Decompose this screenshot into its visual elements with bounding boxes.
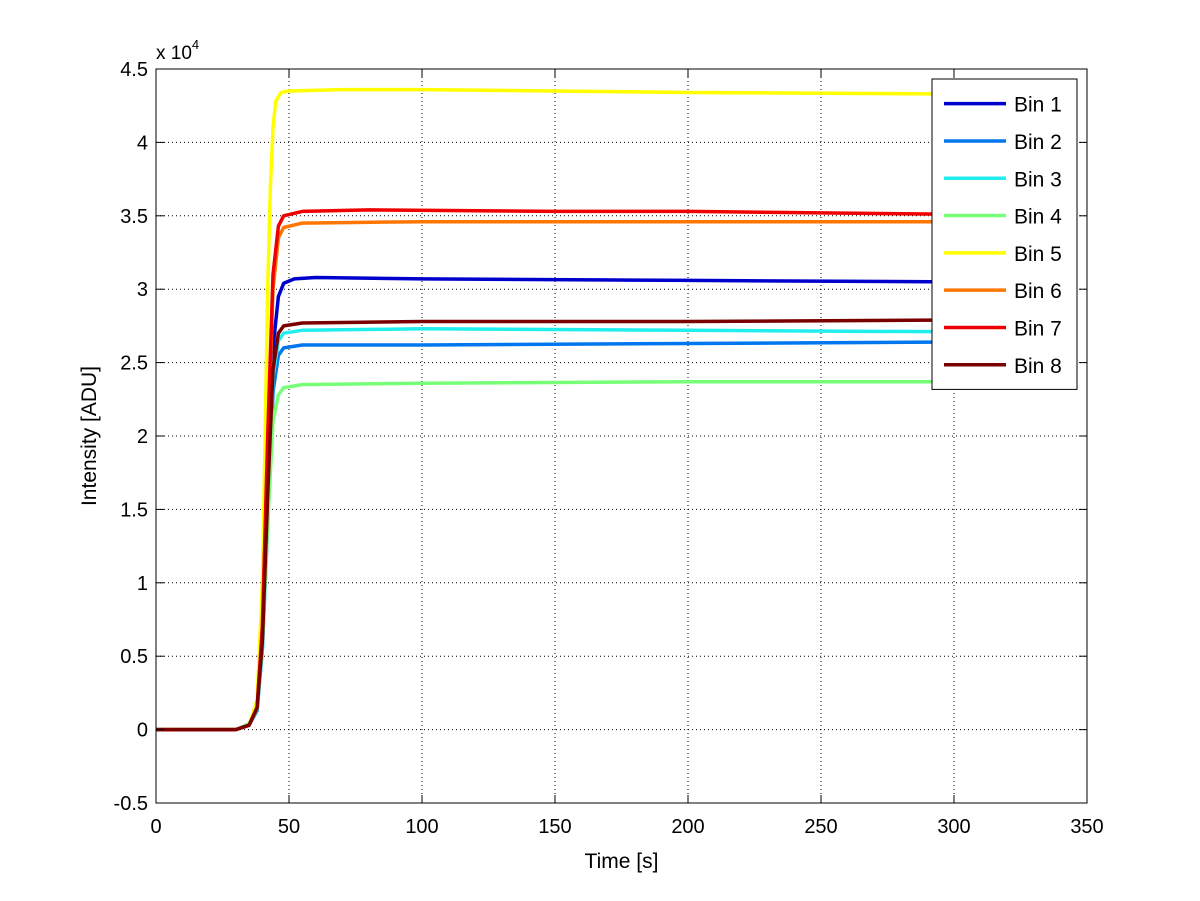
x-tick-label: 100 [405, 816, 438, 838]
y-tick-label: 0 [137, 720, 148, 742]
legend-label: Bin 7 [1014, 317, 1062, 340]
y-tick-label: 4.5 [120, 59, 148, 81]
series-line-bin-8 [156, 318, 955, 732]
x-axis-label: Time [s] [585, 850, 659, 873]
x-tick-label: 0 [150, 816, 161, 838]
x-tick-label: 200 [671, 816, 704, 838]
x-tick-label: 150 [538, 816, 571, 838]
y-tick-label: 4 [137, 132, 148, 154]
tick-labels: 0 50 100 150 200 250 300 350-0.500.511.522.533.… [114, 59, 1104, 838]
y-tick-label: 1 [137, 573, 148, 595]
legend-label: Bin 2 [1014, 131, 1062, 154]
x-tick-label: 50 [278, 816, 300, 838]
legend-label: Bin 4 [1014, 206, 1062, 229]
legend-label: Bin 8 [1014, 355, 1062, 378]
legend-label: Bin 5 [1014, 243, 1062, 266]
y-tick-label: 3 [137, 279, 148, 301]
x-tick-label: 300 [937, 816, 970, 838]
legend-label: Bin 1 [1014, 94, 1062, 117]
y-multiplier-exponent: 4 [192, 37, 199, 52]
axis-ticks [155, 68, 1088, 804]
y-multiplier-base: x 10 [156, 43, 192, 64]
legend-label: Bin 6 [1014, 280, 1062, 303]
y-tick-label: 2 [137, 426, 148, 448]
y-tick-label: 2.5 [120, 353, 148, 375]
y-axis-label: Intensity [ADU] [78, 366, 101, 506]
y-tick-label: 0.5 [120, 646, 148, 668]
series-lines [156, 87, 955, 732]
y-tick-label: 1.5 [120, 499, 148, 521]
x-tick-label: 350 [1070, 816, 1103, 838]
y-axis-multiplier: x 104 [156, 37, 199, 64]
legend: Bin 1 Bin 2 Bin 3 Bin 4 Bin 5 Bin 6 Bin 7 Bin 8 [931, 78, 1078, 390]
y-tick-label: 3.5 [120, 206, 148, 228]
legend-label: Bin 3 [1014, 168, 1062, 191]
y-tick-label: -0.5 [114, 793, 148, 815]
legend-box [931, 78, 1078, 390]
x-tick-label: 250 [804, 816, 837, 838]
